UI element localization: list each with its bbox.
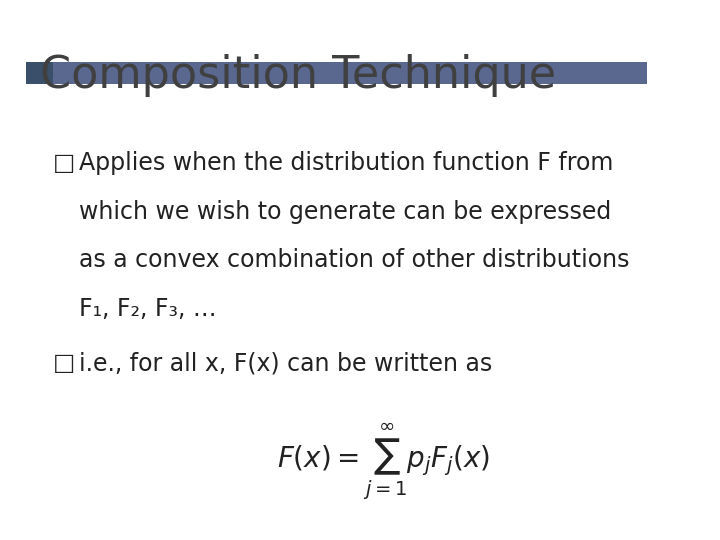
Text: □: □ — [53, 151, 75, 175]
Text: Applies when the distribution function F from: Applies when the distribution function F… — [79, 151, 613, 175]
Text: □: □ — [53, 351, 75, 375]
Text: F₁, F₂, F₃, …: F₁, F₂, F₃, … — [79, 297, 217, 321]
Text: $F(x) = \sum_{j=1}^{\infty} p_j F_j(x)$: $F(x) = \sum_{j=1}^{\infty} p_j F_j(x)$ — [277, 421, 491, 502]
Bar — [27, 62, 53, 84]
Text: Composition Technique: Composition Technique — [40, 54, 556, 97]
Bar — [53, 62, 647, 84]
Text: which we wish to generate can be expressed: which we wish to generate can be express… — [79, 200, 611, 224]
Text: as a convex combination of other distributions: as a convex combination of other distrib… — [79, 248, 630, 272]
Text: i.e., for all x, F(x) can be written as: i.e., for all x, F(x) can be written as — [79, 351, 492, 375]
